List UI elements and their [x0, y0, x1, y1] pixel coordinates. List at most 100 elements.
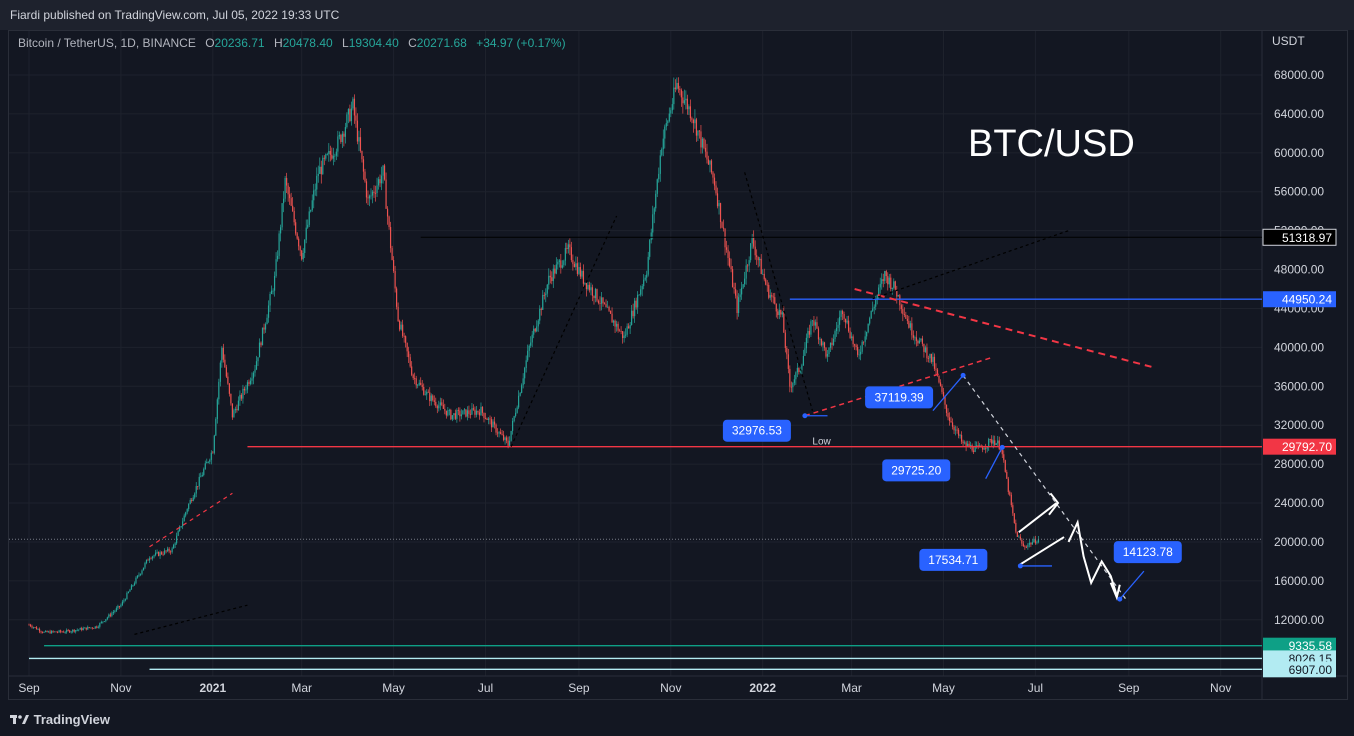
candle-body — [1016, 531, 1018, 537]
candle-body — [546, 284, 548, 294]
candle-body — [854, 344, 856, 346]
symbol-legend: Bitcoin / TetherUS, 1D, BINANCE O20236.7… — [18, 36, 566, 50]
projection-line — [1119, 570, 1145, 600]
candle-body — [1034, 538, 1037, 544]
candle-body — [409, 357, 411, 367]
x-tick-label: 2021 — [199, 681, 226, 695]
candle-body — [948, 417, 951, 422]
projection-line — [932, 374, 964, 412]
high-value: 20478.40 — [282, 36, 333, 50]
candle-body — [239, 394, 241, 401]
candle-body — [347, 109, 349, 115]
candle-body — [66, 630, 68, 633]
candle-body — [382, 165, 384, 176]
candle-body — [493, 421, 496, 425]
candle-body — [994, 440, 996, 445]
candle-body — [938, 375, 940, 383]
candle-body — [1027, 544, 1029, 548]
candle-body — [691, 118, 693, 120]
candle-body — [121, 601, 124, 605]
candle-body — [519, 392, 521, 396]
candle-body — [973, 450, 975, 452]
candle-body — [365, 181, 368, 198]
candle-body — [911, 323, 913, 336]
candle-body — [786, 347, 788, 355]
candle-body — [120, 604, 122, 607]
candle-body — [180, 526, 182, 527]
candle-body — [198, 476, 200, 487]
x-tick-label: Nov — [660, 681, 681, 695]
candle-body — [829, 342, 832, 348]
candle-body — [60, 630, 62, 632]
candle-body — [835, 327, 838, 332]
candle-body — [765, 279, 767, 285]
candle-body — [623, 335, 625, 339]
candle-body — [1012, 505, 1014, 514]
candle-body — [206, 461, 208, 464]
candle-body — [909, 323, 911, 328]
candle-body — [991, 439, 993, 444]
candle-body — [495, 424, 497, 433]
candle-body — [759, 258, 761, 261]
candle-body — [771, 295, 773, 297]
level-price-badge — [1263, 637, 1336, 654]
candle-body — [459, 410, 461, 417]
y-tick-label: 36000.00 — [1274, 379, 1324, 393]
candle-body — [864, 336, 866, 342]
candle-body — [808, 331, 811, 335]
candle-body — [64, 632, 66, 633]
candle-body — [747, 265, 749, 267]
candle-body — [860, 351, 862, 355]
candle-body — [930, 353, 933, 362]
wave-drawing — [1067, 519, 1118, 596]
candle-body — [329, 150, 331, 155]
candle-body — [715, 185, 717, 194]
candle-body — [612, 320, 615, 323]
candle-body — [861, 341, 863, 352]
candle-body — [278, 233, 280, 256]
y-tick-label: 40000.00 — [1274, 340, 1324, 354]
candle-body — [603, 303, 606, 305]
candle-body — [694, 119, 696, 124]
y-tick-label: 32000.00 — [1274, 418, 1324, 432]
candle-body — [887, 276, 889, 285]
candle-body — [795, 372, 797, 380]
brand-name: TradingView — [33, 712, 110, 727]
candle-body — [530, 342, 532, 346]
candle-body — [435, 401, 437, 406]
candle-body — [246, 382, 249, 390]
candle-body — [76, 629, 78, 631]
candle-body — [676, 82, 678, 89]
candle-body — [204, 463, 206, 470]
candle-body — [884, 271, 886, 281]
candle-body — [745, 265, 747, 279]
candle-body — [685, 98, 687, 101]
candle-body — [141, 570, 143, 574]
candle-body — [1022, 543, 1024, 547]
candle-body — [643, 279, 645, 287]
candle-body — [721, 222, 723, 228]
candle-body — [963, 442, 966, 444]
candle-body — [985, 448, 987, 450]
candle-body — [286, 177, 288, 186]
chart-pane[interactable] — [8, 30, 1348, 700]
candle-body — [974, 445, 976, 452]
candle-body — [730, 266, 732, 270]
candle-body — [789, 368, 791, 387]
candle-body — [397, 306, 399, 322]
candle-body — [536, 326, 538, 332]
candle-body — [933, 356, 936, 369]
candle-body — [293, 210, 295, 223]
candle-body — [424, 394, 426, 396]
candle-body — [222, 347, 224, 360]
candle-body — [947, 412, 949, 418]
candle-body — [388, 216, 390, 228]
trendline-drawing — [134, 604, 248, 635]
candle-body — [968, 443, 970, 448]
candle-body — [588, 284, 591, 291]
candle-body — [810, 321, 812, 335]
candle-body — [332, 155, 334, 159]
candle-body — [176, 535, 178, 544]
candle-body — [566, 248, 568, 249]
